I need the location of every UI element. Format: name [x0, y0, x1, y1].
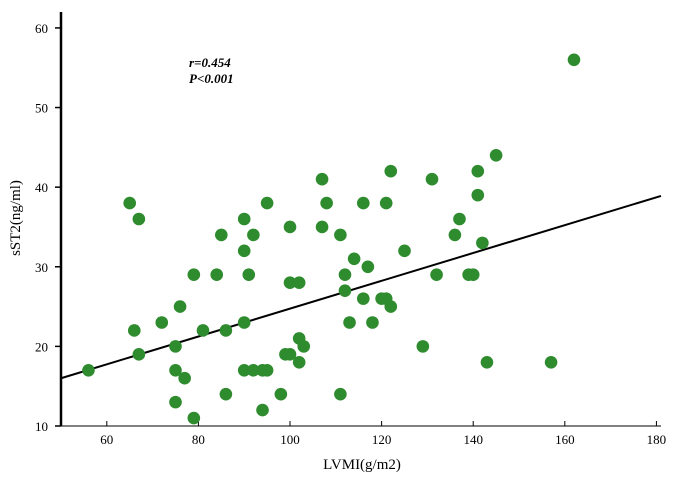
- data-point: [361, 260, 375, 274]
- data-point: [430, 268, 443, 282]
- data-point: [297, 340, 311, 353]
- data-point: [256, 403, 269, 417]
- data-point: [169, 395, 182, 409]
- data-points: [82, 53, 581, 425]
- data-point: [448, 228, 462, 242]
- data-point: [219, 324, 233, 337]
- correlation-label: r=0.454: [189, 55, 231, 70]
- data-point: [343, 316, 356, 329]
- data-point: [242, 268, 256, 282]
- data-point: [338, 268, 352, 282]
- data-point: [567, 53, 581, 67]
- data-point: [315, 172, 329, 186]
- data-point: [416, 340, 430, 353]
- data-point: [215, 228, 228, 242]
- data-point: [334, 387, 347, 401]
- data-point: [187, 411, 201, 425]
- data-point: [466, 268, 480, 282]
- data-point: [237, 212, 251, 226]
- data-point: [356, 196, 370, 210]
- data-point: [274, 387, 288, 401]
- y-tick-label: 20: [35, 339, 48, 354]
- data-point: [398, 244, 411, 258]
- data-point: [127, 324, 141, 337]
- x-axis-title: LVMI(g/m2): [323, 457, 401, 473]
- data-point: [292, 356, 306, 369]
- y-tick-label: 30: [35, 260, 48, 275]
- data-point: [315, 220, 329, 234]
- data-point: [187, 268, 201, 282]
- x-tick-label: 60: [100, 432, 113, 447]
- y-tick-label: 60: [35, 21, 48, 36]
- data-point: [283, 220, 297, 234]
- regression-line: [60, 194, 662, 380]
- data-point: [453, 212, 466, 226]
- data-point: [169, 363, 182, 377]
- data-point: [425, 172, 439, 186]
- data-point: [379, 196, 393, 210]
- data-point: [132, 212, 146, 226]
- x-tick-label: 120: [372, 432, 392, 447]
- data-point: [82, 363, 95, 377]
- data-point: [471, 164, 485, 178]
- data-point: [237, 244, 251, 258]
- data-point: [366, 316, 379, 329]
- data-point: [384, 300, 398, 313]
- data-point: [476, 236, 489, 250]
- p-value-label: P<0.001: [189, 71, 234, 86]
- y-tick-label: 10: [35, 419, 48, 434]
- data-point: [173, 300, 187, 313]
- data-point: [169, 340, 182, 353]
- x-tick-label: 80: [192, 432, 205, 447]
- data-point: [132, 348, 146, 361]
- data-point: [320, 196, 333, 210]
- data-point: [237, 363, 251, 377]
- data-point: [384, 164, 398, 178]
- axis-ticks: 10 20 30 40 50 60 60 80 100 120 140 160 180: [35, 21, 666, 447]
- data-point: [196, 324, 210, 337]
- data-point: [260, 196, 274, 210]
- data-point: [219, 387, 233, 401]
- data-point: [247, 228, 260, 242]
- data-point: [480, 356, 494, 369]
- x-tick-label: 180: [647, 432, 667, 447]
- x-tick-label: 140: [463, 432, 483, 447]
- data-point: [237, 316, 251, 329]
- data-point: [178, 371, 191, 385]
- data-point: [283, 276, 297, 289]
- y-tick-label: 40: [35, 180, 48, 195]
- data-point: [471, 188, 485, 202]
- y-axis-title: sST2(ng/ml): [8, 180, 24, 256]
- data-point: [283, 348, 297, 361]
- data-point: [347, 252, 361, 266]
- y-tick-label: 50: [35, 101, 48, 116]
- data-point: [338, 284, 352, 297]
- data-point: [155, 316, 169, 329]
- data-point: [489, 149, 503, 162]
- data-point: [356, 292, 370, 305]
- data-point: [260, 363, 274, 377]
- data-point: [544, 356, 558, 369]
- data-point: [247, 363, 260, 377]
- data-point: [292, 276, 306, 289]
- data-point: [123, 196, 137, 210]
- x-tick-label: 100: [280, 432, 300, 447]
- data-point: [210, 268, 224, 282]
- x-tick-label: 160: [555, 432, 575, 447]
- data-point: [334, 228, 347, 242]
